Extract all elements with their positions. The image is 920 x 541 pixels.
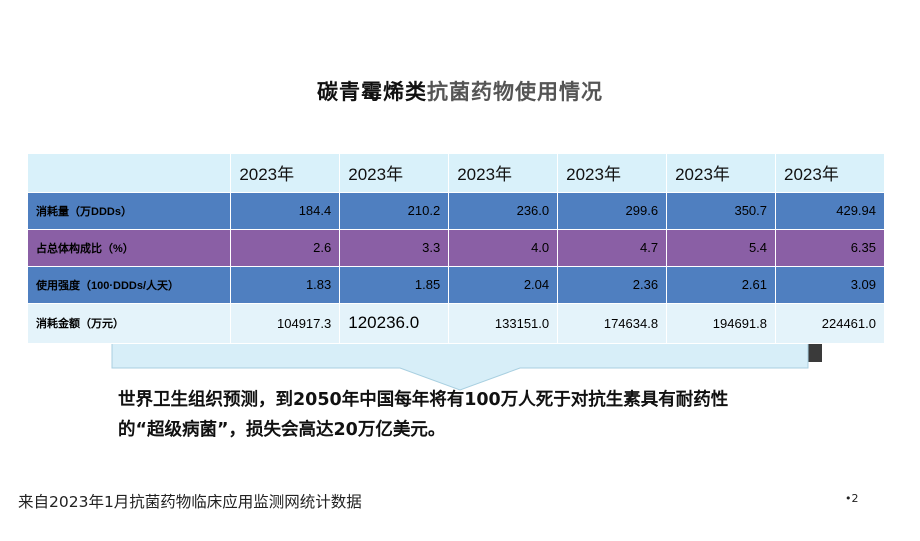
title-part-1: 碳青霉烯类 [317, 80, 427, 104]
row-label: 消耗量（万DDDs） [28, 192, 232, 230]
table-cell: 133151.0 [448, 303, 559, 344]
table-cell: 3.3 [339, 229, 450, 267]
table-header-row: 2023年 2023年 2023年 2023年 2023年 2023年 [28, 154, 885, 193]
table-cell: 1.83 [230, 266, 341, 304]
table-header-cell: 2023年 [557, 154, 668, 193]
table-cell: 6.35 [775, 229, 885, 267]
table-cell: 2.04 [448, 266, 559, 304]
table-row: 占总体构成比（%） 2.6 3.3 4.0 4.7 5.4 6.35 [28, 229, 885, 267]
antibiotic-usage-table: 2023年 2023年 2023年 2023年 2023年 2023年 消耗量（… [28, 154, 885, 344]
table-cell: 224461.0 [775, 303, 885, 344]
table-cell: 174634.8 [557, 303, 668, 344]
table-header-cell: 2023年 [230, 154, 341, 193]
table-cell: 5.4 [666, 229, 777, 267]
table-cell: 194691.8 [666, 303, 777, 344]
table-cell: 104917.3 [230, 303, 341, 344]
slide-title: 碳青霉烯类抗菌药物使用情况 [0, 76, 920, 106]
note-line-2: 的“超级病菌”，损失会高达20万亿美元。 [118, 420, 446, 440]
table-cell: 4.7 [557, 229, 668, 267]
table-cell: 184.4 [230, 192, 341, 230]
table-cell: 1.85 [339, 266, 450, 304]
table-header-cell: 2023年 [339, 154, 450, 193]
row-label: 消耗金额（万元） [28, 303, 232, 344]
table-cell: 429.94 [775, 192, 885, 230]
table-row: 使用强度（100·DDDs/人天） 1.83 1.85 2.04 2.36 2.… [28, 266, 885, 304]
table-cell: 210.2 [339, 192, 450, 230]
table-row: 消耗量（万DDDs） 184.4 210.2 236.0 299.6 350.7… [28, 192, 885, 230]
table-cell: 2.61 [666, 266, 777, 304]
table-header-cell [28, 154, 232, 193]
table-header-cell: 2023年 [448, 154, 559, 193]
table-row: 消耗金额（万元） 104917.3 120236.0 133151.0 1746… [28, 303, 885, 344]
table-cell: 350.7 [666, 192, 777, 230]
row-label: 占总体构成比（%） [28, 229, 232, 267]
table-header-cell: 2023年 [666, 154, 777, 193]
table-cell: 299.6 [557, 192, 668, 230]
data-source-caption: 来自2023年1月抗菌药物临床应用监测网统计数据 [18, 493, 362, 511]
table-cell: 2.36 [557, 266, 668, 304]
who-prediction-note: 世界卫生组织预测，到2050年中国每年将有100万人死于对抗生素具有耐药性 的“… [118, 385, 818, 445]
title-part-2: 抗菌药物使用情况 [427, 80, 603, 104]
table-cell: 4.0 [448, 229, 559, 267]
table-cell: 2.6 [230, 229, 341, 267]
table-cell: 236.0 [448, 192, 559, 230]
page-number: •2 [845, 492, 859, 505]
row-label: 使用强度（100·DDDs/人天） [28, 266, 232, 304]
table-cell: 120236.0 [339, 303, 450, 344]
table-cell: 3.09 [775, 266, 885, 304]
note-line-1: 世界卫生组织预测，到2050年中国每年将有100万人死于对抗生素具有耐药性 [118, 390, 729, 410]
table-header-cell: 2023年 [775, 154, 885, 193]
